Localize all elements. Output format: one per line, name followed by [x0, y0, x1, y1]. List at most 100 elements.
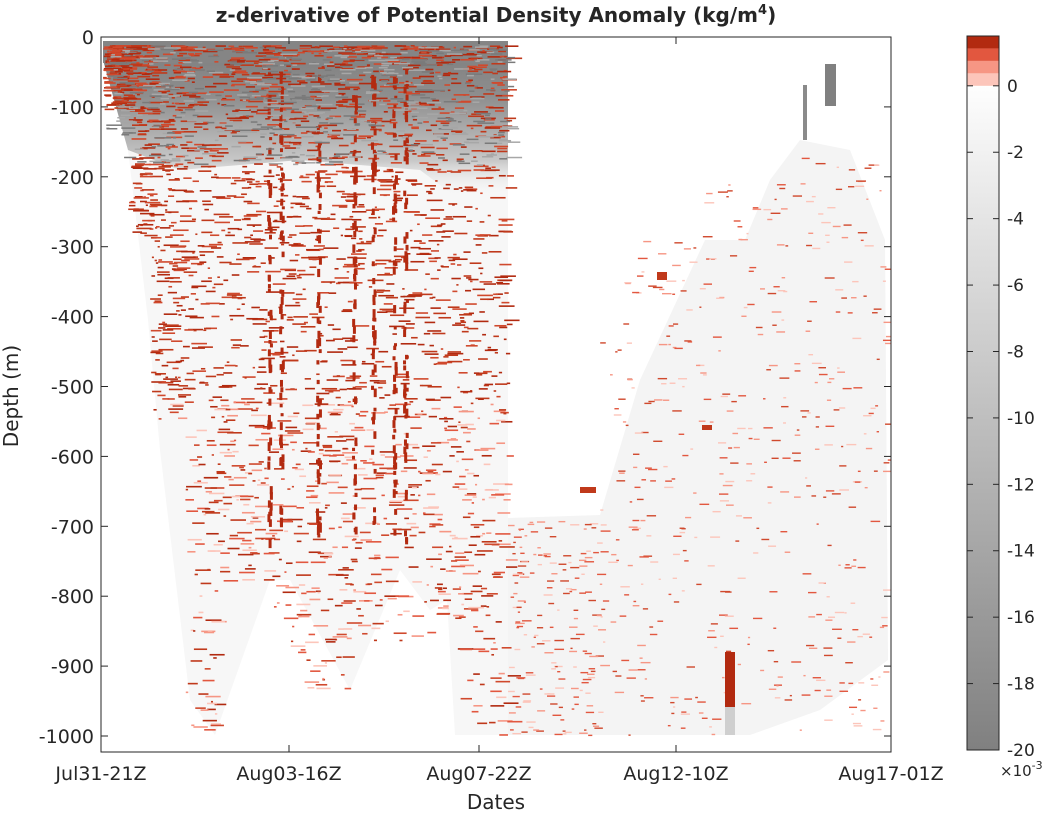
density-streak	[207, 630, 213, 632]
density-streak	[269, 389, 273, 393]
density-streak	[279, 442, 283, 449]
density-streak	[241, 91, 253, 94]
density-streak	[640, 695, 644, 697]
density-streak	[815, 162, 826, 165]
density-streak	[252, 225, 255, 227]
density-streak	[262, 56, 280, 58]
density-streak	[436, 147, 448, 150]
density-streak	[625, 424, 629, 427]
density-streak	[472, 66, 487, 69]
density-streak	[431, 463, 443, 466]
density-streak	[289, 98, 307, 100]
density-streak	[490, 53, 503, 55]
density-streak	[288, 244, 304, 246]
density-streak	[143, 60, 159, 63]
density-streak	[425, 217, 441, 220]
density-streak	[160, 249, 166, 252]
density-streak	[318, 256, 322, 265]
density-streak	[670, 701, 675, 704]
density-streak	[358, 624, 372, 627]
density-streak	[280, 136, 292, 138]
density-streak	[406, 252, 411, 255]
density-streak	[212, 148, 229, 150]
density-streak	[320, 427, 327, 430]
density-streak	[326, 117, 333, 119]
density-streak	[371, 236, 375, 243]
density-streak	[466, 493, 477, 495]
density-streak	[404, 546, 414, 549]
density-streak	[105, 65, 112, 68]
density-streak	[122, 89, 138, 92]
density-streak	[284, 530, 289, 533]
density-streak	[484, 543, 500, 546]
density-streak	[355, 58, 368, 61]
density-streak	[270, 384, 278, 387]
density-streak	[255, 505, 269, 508]
density-streak	[420, 214, 426, 216]
density-streak	[682, 385, 685, 388]
density-streak	[706, 192, 713, 195]
density-streak	[149, 82, 162, 85]
density-streak	[332, 454, 345, 456]
density-streak	[280, 179, 293, 181]
density-streak	[548, 602, 555, 605]
density-streak	[332, 204, 348, 207]
density-streak	[341, 462, 349, 465]
density-streak	[246, 522, 254, 525]
density-streak	[402, 288, 405, 290]
density-streak	[443, 72, 459, 75]
density-streak	[395, 443, 402, 446]
density-streak	[427, 330, 442, 332]
density-streak	[338, 628, 344, 630]
density-streak	[236, 78, 250, 80]
density-streak	[473, 704, 483, 707]
density-streak	[466, 277, 472, 279]
density-streak	[308, 62, 320, 65]
density-streak	[404, 202, 408, 210]
density-streak	[273, 538, 281, 541]
density-streak	[487, 214, 491, 217]
density-streak	[394, 376, 410, 378]
density-streak	[268, 451, 280, 453]
density-streak	[227, 227, 240, 230]
density-streak	[727, 190, 733, 192]
density-streak	[847, 641, 856, 643]
density-streak	[147, 48, 160, 50]
density-streak	[121, 99, 125, 102]
density-streak	[720, 635, 724, 638]
density-streak	[141, 64, 150, 66]
density-streak	[168, 153, 173, 156]
density-streak	[437, 117, 453, 120]
density-streak	[270, 402, 285, 405]
density-streak	[385, 153, 400, 155]
density-streak	[245, 115, 250, 117]
density-streak	[231, 61, 245, 63]
density-streak	[411, 183, 423, 185]
density-streak	[475, 60, 480, 63]
density-streak	[442, 49, 451, 52]
density-streak	[458, 410, 474, 413]
density-streak	[181, 147, 189, 150]
density-streak	[138, 130, 148, 133]
density-streak	[251, 111, 258, 113]
density-streak	[801, 157, 810, 160]
density-streak	[574, 577, 580, 579]
density-streak	[412, 446, 420, 449]
density-streak	[464, 598, 473, 600]
density-streak	[156, 271, 170, 273]
density-streak	[471, 150, 483, 152]
density-streak	[654, 399, 663, 401]
density-streak	[757, 333, 764, 336]
density-streak	[463, 251, 471, 253]
density-streak	[725, 650, 732, 653]
density-streak	[353, 478, 357, 486]
density-streak	[371, 45, 378, 47]
density-streak	[467, 472, 475, 475]
density-streak	[352, 318, 356, 327]
colorbar-tick-label: -10	[1007, 409, 1035, 429]
density-streak	[136, 84, 145, 87]
density-streak	[547, 695, 556, 697]
density-streak	[657, 620, 664, 622]
density-streak	[123, 70, 134, 72]
density-streak	[358, 82, 373, 85]
